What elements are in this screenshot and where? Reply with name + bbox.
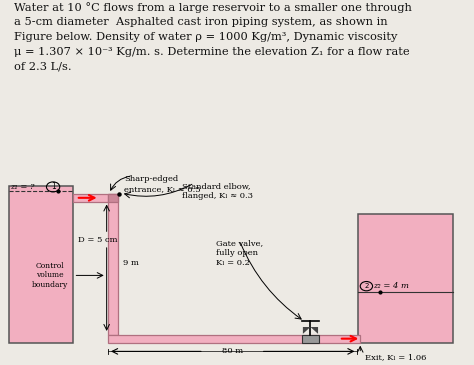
Text: Exit, Kₗ = 1.06: Exit, Kₗ = 1.06: [365, 353, 426, 361]
Bar: [9, 186, 73, 343]
Text: Sharp-edged
entrance, Kₗ ≈ 0.5: Sharp-edged entrance, Kₗ ≈ 0.5: [124, 175, 201, 193]
Polygon shape: [310, 327, 318, 334]
Polygon shape: [303, 327, 310, 334]
Text: D = 5 cm: D = 5 cm: [78, 235, 118, 243]
Bar: [302, 335, 319, 343]
Text: Control
volume
boundary: Control volume boundary: [32, 262, 68, 289]
Text: 80 m: 80 m: [222, 347, 243, 356]
Text: z₁ = ?: z₁ = ?: [10, 183, 35, 191]
Bar: [108, 335, 360, 343]
Bar: [358, 215, 453, 343]
Text: z₂ = 4 m: z₂ = 4 m: [374, 282, 410, 290]
Text: 9 m: 9 m: [123, 259, 139, 267]
Bar: [73, 194, 116, 202]
Text: Gate valve,
fully open
Kₗ = 0.2: Gate valve, fully open Kₗ = 0.2: [216, 239, 263, 267]
Text: Standard elbow,
flanged, Kₗ ≈ 0.3: Standard elbow, flanged, Kₗ ≈ 0.3: [182, 182, 254, 200]
Bar: [108, 194, 118, 202]
Bar: [108, 194, 118, 335]
Text: Water at 10 °C flows from a large reservoir to a smaller one through
a 5-cm diam: Water at 10 °C flows from a large reserv…: [14, 2, 412, 72]
Text: 2: 2: [364, 283, 369, 289]
Text: 1: 1: [51, 182, 55, 191]
